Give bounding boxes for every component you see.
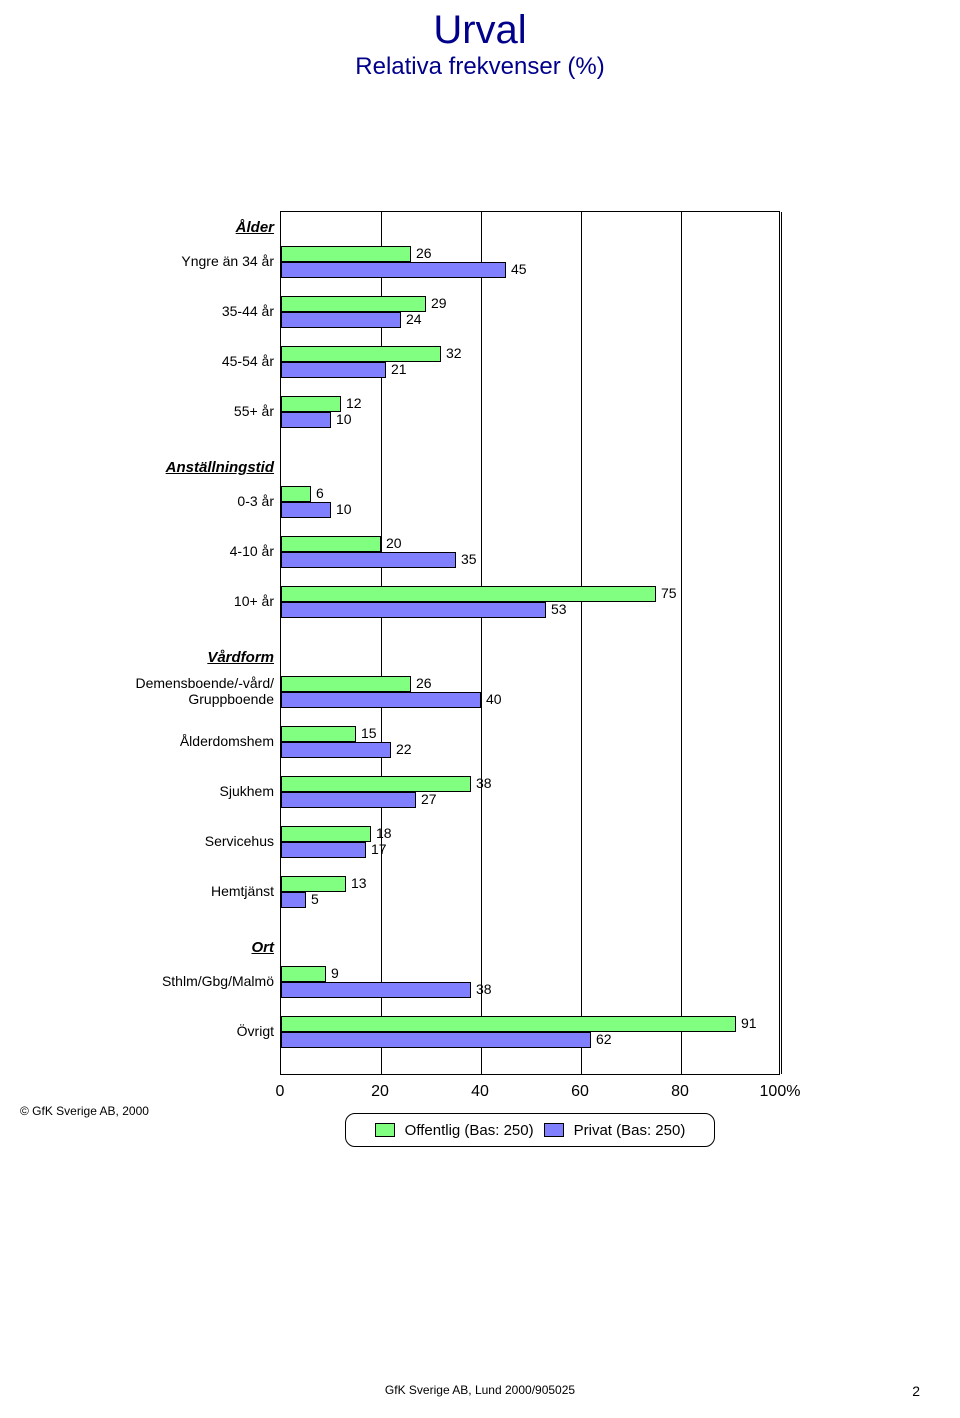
bar [281, 726, 356, 742]
xaxis-tick-label: 0 [250, 1083, 310, 1101]
bar-value-label: 5 [311, 891, 319, 907]
xaxis-tick-label: 20 [350, 1083, 410, 1101]
xaxis-tick-label: 80 [650, 1083, 710, 1101]
bar [281, 1032, 591, 1048]
bar-value-label: 75 [661, 585, 677, 601]
bar [281, 776, 471, 792]
bar [281, 1016, 736, 1032]
bar-value-label: 13 [351, 875, 367, 891]
category-label: 45-54 år [14, 353, 274, 369]
bar [281, 552, 456, 568]
legend-swatch [375, 1123, 395, 1137]
bar-value-label: 38 [476, 775, 492, 791]
gridline [481, 212, 482, 1074]
bar [281, 246, 411, 262]
bar-value-label: 9 [331, 965, 339, 981]
category-label: Sjukhem [14, 783, 274, 799]
bar-value-label: 22 [396, 741, 412, 757]
bar [281, 602, 546, 618]
footer-pagenum: 2 [912, 1383, 920, 1399]
bar-value-label: 10 [336, 411, 352, 427]
bar-value-label: 15 [361, 725, 377, 741]
bar-value-label: 40 [486, 691, 502, 707]
bar [281, 486, 311, 502]
category-label: Ålderdomshem [14, 733, 274, 749]
legend: Offentlig (Bas: 250) Privat (Bas: 250) [345, 1113, 715, 1147]
bar-value-label: 26 [416, 245, 432, 261]
category-label: 10+ år [14, 593, 274, 609]
category-label: Hemtjänst [14, 883, 274, 899]
bar [281, 502, 331, 518]
bar-value-label: 27 [421, 791, 437, 807]
plot-area: 2645292432211210610203575532640152238271… [280, 211, 780, 1075]
category-label: Yngre än 34 år [14, 253, 274, 269]
xaxis-tick-label: 60 [550, 1083, 610, 1101]
gridline [681, 212, 682, 1074]
category-label: 35-44 år [14, 303, 274, 319]
bar [281, 396, 341, 412]
group-header: Vårdform [14, 649, 274, 666]
bar-value-label: 62 [596, 1031, 612, 1047]
bar-value-label: 24 [406, 311, 422, 327]
bar [281, 892, 306, 908]
gridline [581, 212, 582, 1074]
category-label: Demensboende/-vård/ Gruppboende [14, 675, 274, 707]
bar [281, 346, 441, 362]
bar [281, 262, 506, 278]
bar [281, 536, 381, 552]
bar-value-label: 10 [336, 501, 352, 517]
bar [281, 412, 331, 428]
group-header: Anställningstid [14, 459, 274, 476]
legend-label: Privat (Bas: 250) [574, 1122, 686, 1139]
bar [281, 742, 391, 758]
xaxis-tick-label: 40 [450, 1083, 510, 1101]
bar [281, 676, 411, 692]
bar-value-label: 91 [741, 1015, 757, 1031]
bar-value-label: 6 [316, 485, 324, 501]
footer-center: GfK Sverige AB, Lund 2000/905025 [0, 1383, 960, 1397]
bar [281, 982, 471, 998]
group-header: Ort [14, 939, 274, 956]
bar [281, 296, 426, 312]
bar-value-label: 12 [346, 395, 362, 411]
bar-value-label: 29 [431, 295, 447, 311]
bar-value-label: 32 [446, 345, 462, 361]
legend-label: Offentlig (Bas: 250) [405, 1122, 534, 1139]
bar-value-label: 26 [416, 675, 432, 691]
gridline [381, 212, 382, 1074]
bar [281, 966, 326, 982]
bar-value-label: 17 [371, 841, 387, 857]
group-header: Ålder [14, 219, 274, 236]
chart-title: Urval [0, 8, 960, 53]
bar [281, 692, 481, 708]
footer-copyright: © GfK Sverige AB, 2000 [20, 1104, 149, 1118]
category-label: 55+ år [14, 403, 274, 419]
bar-value-label: 21 [391, 361, 407, 377]
bar [281, 792, 416, 808]
bar [281, 362, 386, 378]
gridline [781, 212, 782, 1074]
bar-value-label: 53 [551, 601, 567, 617]
category-label: Övrigt [14, 1023, 274, 1039]
category-label: Sthlm/Gbg/Malmö [14, 973, 274, 989]
category-label: 4-10 år [14, 543, 274, 559]
chart-subtitle: Relativa frekvenser (%) [0, 53, 960, 81]
bar-value-label: 35 [461, 551, 477, 567]
bar-value-label: 45 [511, 261, 527, 277]
bar-value-label: 20 [386, 535, 402, 551]
legend-swatch [544, 1123, 564, 1137]
category-label: 0-3 år [14, 493, 274, 509]
bar-value-label: 18 [376, 825, 392, 841]
xaxis-tick-label: 100% [750, 1083, 810, 1101]
bar-value-label: 38 [476, 981, 492, 997]
bar [281, 826, 371, 842]
bar [281, 312, 401, 328]
bar [281, 586, 656, 602]
bar [281, 842, 366, 858]
bar [281, 876, 346, 892]
category-label: Servicehus [14, 833, 274, 849]
page: Urval Relativa frekvenser (%) 2645292432… [0, 8, 960, 1418]
